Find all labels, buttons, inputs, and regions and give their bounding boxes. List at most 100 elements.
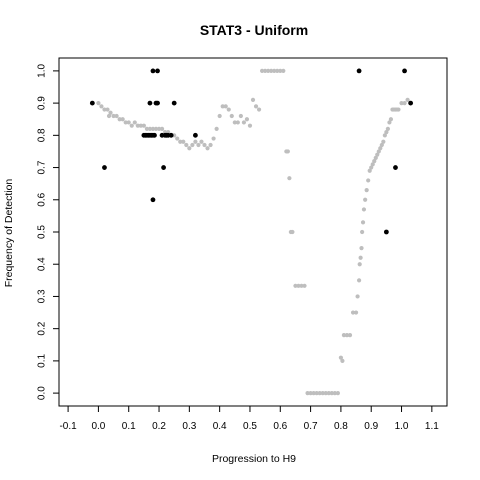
- gray-data-point: [150, 126, 156, 131]
- y-tick-label: 1.0: [37, 64, 48, 78]
- y-axis: 0.0 0.1 0.2 0.3 0.4 0.5 0.6 0.7 0.8 0.9 1.0: [37, 64, 59, 400]
- x-tick-label: 0.7: [304, 421, 318, 432]
- y-tick-label: 0.3: [37, 289, 48, 303]
- gray-data-point: [275, 68, 280, 73]
- gray-data-point: [299, 283, 304, 288]
- gray-data-point: [347, 333, 353, 338]
- gray-data-point: [259, 68, 265, 73]
- gray-data-point: [153, 126, 159, 131]
- gray-data-point: [266, 68, 271, 73]
- gray-data-point: [369, 165, 374, 170]
- x-tick-label: 0.5: [243, 421, 257, 432]
- gray-data-point: [373, 155, 378, 160]
- gray-data-point: [111, 113, 116, 119]
- gray-data-point: [376, 149, 381, 154]
- gray-data-point: [396, 107, 401, 112]
- x-tick-label: -0.1: [59, 421, 77, 432]
- gray-data-point: [175, 136, 180, 141]
- gray-data-point: [388, 117, 394, 122]
- black-data-point: [393, 165, 398, 170]
- gray-data-point: [105, 107, 110, 112]
- gray-data-point: [355, 294, 360, 299]
- x-tick-label: 0.3: [182, 421, 196, 432]
- black-data-point: [193, 132, 198, 138]
- x-tick-label: 0.1: [122, 421, 136, 432]
- gray-data-point: [375, 152, 380, 157]
- x-tick-label: 1.1: [425, 421, 439, 432]
- gray-data-point: [317, 391, 322, 396]
- gray-data-point: [117, 117, 122, 122]
- gray-data-point: [108, 110, 113, 115]
- gray-data-point: [147, 126, 153, 131]
- gray-data-point: [378, 146, 383, 151]
- x-tick-label: 0.4: [213, 421, 227, 432]
- x-axis-label: Progression to H9: [212, 453, 296, 465]
- data-points: [89, 68, 414, 396]
- gray-data-point: [338, 355, 344, 360]
- gray-data-point: [247, 123, 253, 128]
- gray-data-point: [356, 278, 362, 283]
- gray-data-point: [367, 168, 372, 173]
- gray-data-point: [196, 142, 201, 148]
- gray-data-point: [217, 113, 222, 119]
- gray-data-point: [329, 391, 334, 396]
- y-tick-label: 0.4: [37, 257, 48, 271]
- black-data-point: [147, 100, 153, 106]
- gray-data-point: [123, 120, 128, 125]
- gray-data-point: [308, 391, 313, 396]
- gray-data-point: [96, 101, 101, 106]
- gray-data-point: [350, 310, 356, 315]
- gray-data-point: [238, 113, 243, 119]
- y-tick-label: 0.9: [37, 96, 48, 110]
- gray-data-point: [360, 229, 365, 235]
- gray-data-point: [141, 123, 146, 128]
- gray-data-point: [405, 97, 410, 102]
- gray-data-point: [232, 120, 237, 125]
- gray-data-point: [384, 130, 389, 135]
- black-data-point: [168, 132, 174, 138]
- y-tick-label: 0.1: [37, 354, 48, 368]
- y-tick-label: 0.0: [37, 386, 48, 400]
- gray-data-point: [305, 391, 310, 396]
- gray-data-point: [156, 126, 162, 131]
- gray-data-point: [132, 120, 137, 125]
- black-data-point: [402, 68, 407, 74]
- gray-data-point: [296, 283, 301, 288]
- gray-data-point: [382, 133, 387, 138]
- gray-data-point: [272, 68, 277, 73]
- gray-data-point: [106, 113, 112, 119]
- gray-data-point: [344, 333, 350, 338]
- y-tick-label: 0.6: [37, 192, 48, 206]
- gray-data-point: [235, 120, 240, 125]
- gray-data-point: [387, 120, 392, 125]
- gray-data-point: [229, 113, 234, 119]
- gray-data-point: [379, 142, 384, 148]
- gray-data-point: [226, 107, 231, 112]
- gray-data-point: [135, 123, 140, 128]
- y-tick-label: 0.2: [37, 321, 48, 335]
- black-data-point: [89, 100, 95, 106]
- gray-data-point: [287, 176, 292, 181]
- gray-data-point: [159, 126, 165, 131]
- gray-data-point: [366, 178, 371, 183]
- gray-data-point: [323, 391, 328, 396]
- gray-data-point: [129, 123, 134, 128]
- gray-data-point: [402, 101, 407, 106]
- gray-data-point: [263, 68, 268, 73]
- gray-data-point: [269, 68, 274, 73]
- black-data-point: [171, 100, 177, 106]
- gray-data-point: [399, 101, 404, 106]
- gray-data-point: [361, 207, 367, 212]
- gray-data-point: [360, 220, 366, 225]
- black-data-point: [155, 68, 160, 74]
- gray-data-point: [364, 188, 369, 193]
- gray-data-point: [120, 117, 125, 122]
- x-tick-label: 0.6: [273, 421, 287, 432]
- black-data-point: [150, 68, 156, 74]
- gray-data-point: [340, 358, 345, 363]
- gray-data-point: [250, 97, 256, 102]
- gray-data-point: [363, 197, 368, 202]
- gray-data-point: [359, 246, 364, 251]
- black-data-point: [150, 197, 156, 203]
- x-axis: -0.1 0.0 0.1 0.2 0.3 0.4 0.5 0.6 0.7 0.8 0.9 1.0 1.1: [59, 406, 439, 432]
